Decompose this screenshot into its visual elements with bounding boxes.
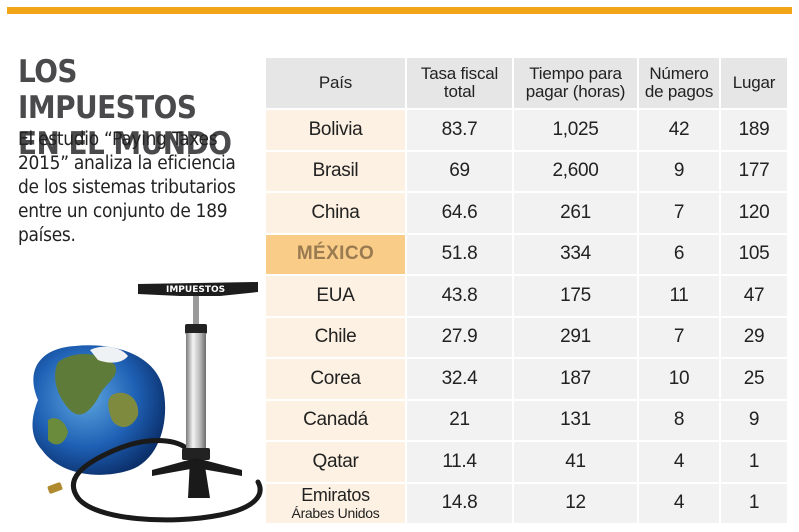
tax-rate-cell: 27.9 bbox=[407, 317, 514, 359]
time-cell: 175 bbox=[514, 276, 639, 318]
header-tiempo: Tiempo para pagar (horas) bbox=[514, 58, 639, 110]
country-cell: EUA bbox=[266, 276, 407, 318]
rank-cell: 105 bbox=[721, 234, 789, 276]
payments-cell: 4 bbox=[639, 442, 721, 484]
country-cell: China bbox=[266, 193, 407, 235]
table-row: Brasil 69 2,600 9 177 bbox=[266, 151, 789, 193]
time-cell: 2,600 bbox=[514, 151, 639, 193]
rank-cell: 189 bbox=[721, 110, 789, 152]
table-row: China 64.6 261 7 120 bbox=[266, 193, 789, 235]
payments-cell: 42 bbox=[639, 110, 721, 152]
table-row: Bolivia 83.7 1,025 42 189 bbox=[266, 110, 789, 152]
table-header-row: País Tasa fiscal total Tiempo para pagar (… bbox=[266, 58, 789, 110]
payments-cell: 6 bbox=[639, 234, 721, 276]
payments-cell: 7 bbox=[639, 193, 721, 235]
tax-rate-cell: 64.6 bbox=[407, 193, 514, 235]
rank-cell: 1 bbox=[721, 442, 789, 484]
rank-cell: 1 bbox=[721, 483, 789, 525]
tax-rate-cell: 11.4 bbox=[407, 442, 514, 484]
country-cell: Bolivia bbox=[266, 110, 407, 152]
country-cell: Qatar bbox=[266, 442, 407, 484]
rank-cell: 9 bbox=[721, 400, 789, 442]
time-cell: 12 bbox=[514, 483, 639, 525]
page-title: LOS IMPUESTOS EN EL MUNDO bbox=[18, 54, 232, 162]
time-cell: 261 bbox=[514, 193, 639, 235]
hose-icon bbox=[70, 438, 263, 523]
header-lugar: Lugar bbox=[721, 58, 789, 110]
tax-rate-cell: 51.8 bbox=[407, 234, 514, 276]
description-text: El estudio “Paying Taxes 2015” analiza l… bbox=[18, 129, 236, 246]
country-cell: Corea bbox=[266, 359, 407, 401]
tax-rate-cell: 43.8 bbox=[407, 276, 514, 318]
time-cell: 187 bbox=[514, 359, 639, 401]
tax-rate-cell: 14.8 bbox=[407, 483, 514, 525]
time-cell: 1,025 bbox=[514, 110, 639, 152]
rank-cell: 47 bbox=[721, 276, 789, 318]
pump-label: IMPUESTOS bbox=[166, 285, 225, 295]
table-row: EUA 43.8 175 11 47 bbox=[266, 276, 789, 318]
tax-rate-cell: 32.4 bbox=[407, 359, 514, 401]
header-numero-pagos: Número de pagos bbox=[639, 58, 721, 110]
table-row: Corea 32.4 187 10 25 bbox=[266, 359, 789, 401]
country-cell: Emiratos Árabes Unidos bbox=[266, 483, 407, 525]
header-tasa-fiscal: Tasa fiscal total bbox=[407, 58, 514, 110]
payments-cell: 8 bbox=[639, 400, 721, 442]
tax-rate-cell: 83.7 bbox=[407, 110, 514, 152]
country-cell: MÉXICO bbox=[266, 234, 407, 276]
table-row: Qatar 11.4 41 4 1 bbox=[266, 442, 789, 484]
tax-rate-cell: 69 bbox=[407, 151, 514, 193]
rank-cell: 25 bbox=[721, 359, 789, 401]
payments-cell: 9 bbox=[639, 151, 721, 193]
table-row: MÉXICO 51.8 334 6 105 bbox=[266, 234, 789, 276]
country-name-line2: Árabes Unidos bbox=[291, 504, 380, 521]
country-name-line1: Emiratos bbox=[301, 484, 370, 505]
top-accent-bar bbox=[7, 7, 792, 14]
rank-cell: 177 bbox=[721, 151, 789, 193]
time-cell: 41 bbox=[514, 442, 639, 484]
country-cell: Brasil bbox=[266, 151, 407, 193]
tax-rate-cell: 21 bbox=[407, 400, 514, 442]
time-cell: 131 bbox=[514, 400, 639, 442]
tire-pump-icon: IMPUESTOS bbox=[138, 282, 258, 498]
header-pais: País bbox=[266, 58, 407, 110]
table-row: Chile 27.9 291 7 29 bbox=[266, 317, 789, 359]
time-cell: 334 bbox=[514, 234, 639, 276]
payments-cell: 7 bbox=[639, 317, 721, 359]
table-row: Emiratos Árabes Unidos 14.8 12 4 1 bbox=[266, 483, 789, 525]
payments-cell: 10 bbox=[639, 359, 721, 401]
table-row: Canadá 21 131 8 9 bbox=[266, 400, 789, 442]
rank-cell: 29 bbox=[721, 317, 789, 359]
payments-cell: 11 bbox=[639, 276, 721, 318]
rank-cell: 120 bbox=[721, 193, 789, 235]
tax-table: País Tasa fiscal total Tiempo para pagar (… bbox=[266, 58, 789, 525]
country-cell: Canadá bbox=[266, 400, 407, 442]
time-cell: 291 bbox=[514, 317, 639, 359]
payments-cell: 4 bbox=[639, 483, 721, 525]
globe-pump-illustration: IMPUESTOS bbox=[32, 282, 263, 523]
country-cell: Chile bbox=[266, 317, 407, 359]
